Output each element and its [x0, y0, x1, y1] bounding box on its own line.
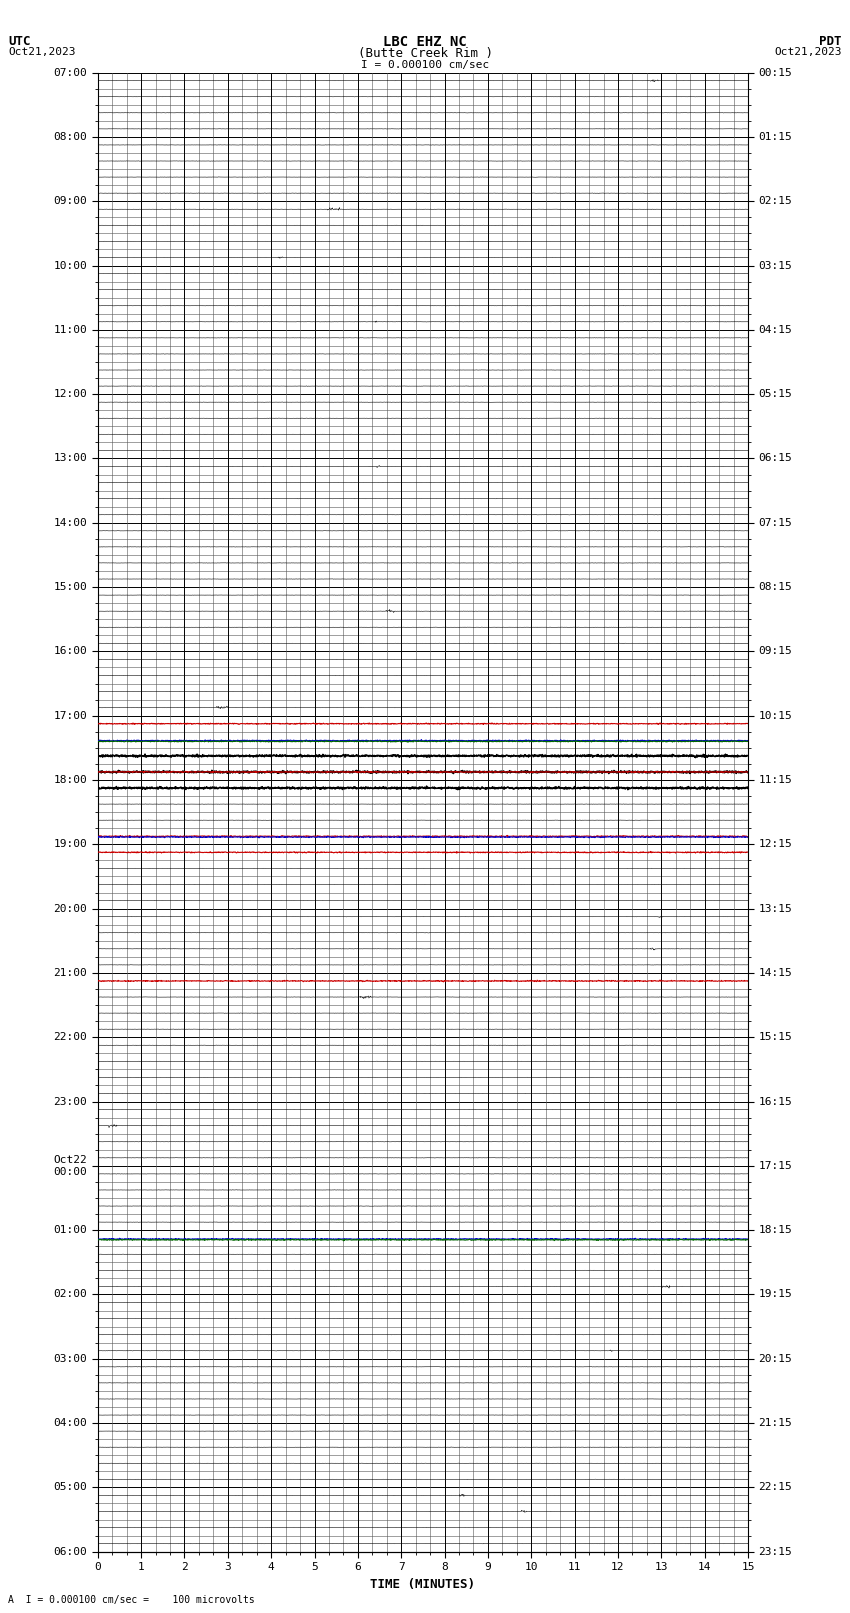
Text: LBC EHZ NC: LBC EHZ NC — [383, 35, 467, 48]
Text: PDT: PDT — [819, 35, 842, 48]
Text: (Butte Creek Rim ): (Butte Creek Rim ) — [358, 47, 492, 60]
Text: Oct21,2023: Oct21,2023 — [774, 47, 842, 56]
X-axis label: TIME (MINUTES): TIME (MINUTES) — [371, 1578, 475, 1590]
Text: UTC: UTC — [8, 35, 31, 48]
Text: Oct21,2023: Oct21,2023 — [8, 47, 76, 56]
Text: A  I = 0.000100 cm/sec =    100 microvolts: A I = 0.000100 cm/sec = 100 microvolts — [8, 1595, 255, 1605]
Text: I = 0.000100 cm/sec: I = 0.000100 cm/sec — [361, 60, 489, 69]
